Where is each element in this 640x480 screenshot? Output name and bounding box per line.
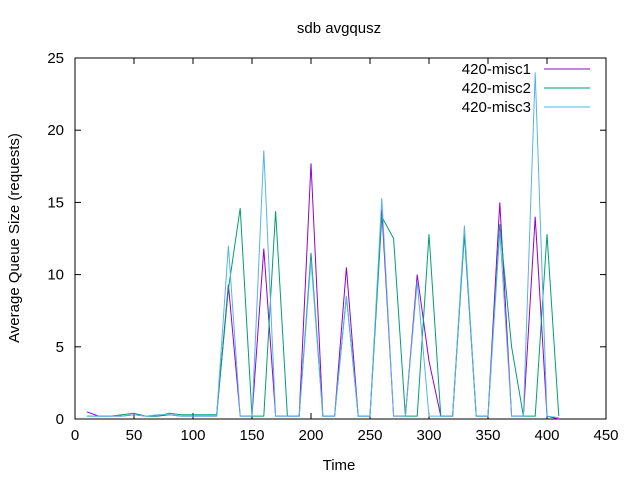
x-tick-label: 450	[593, 427, 618, 444]
series-line-2	[86, 208, 560, 417]
x-tick-label: 250	[357, 427, 382, 444]
x-tick-label: 350	[475, 427, 500, 444]
legend-label: 420-misc2	[462, 80, 531, 97]
x-tick-label: 400	[534, 427, 559, 444]
y-axis-label: Average Queue Size (requests)	[6, 133, 23, 343]
x-tick-label: 50	[126, 427, 143, 444]
legend: 420-misc1 420-misc2 420-misc3	[462, 61, 590, 116]
y-tick-label: 10	[47, 267, 64, 284]
y-tick-label: 0	[56, 411, 64, 428]
y-tick-label: 5	[56, 339, 64, 356]
legend-label: 420-misc3	[462, 99, 531, 116]
y-tick-label: 15	[47, 194, 64, 211]
plot-frame	[74, 57, 607, 420]
series-line-3	[86, 72, 559, 419]
y-tick-label: 20	[47, 122, 64, 139]
x-tick-label: 200	[298, 427, 323, 444]
y-axis: 0 5 10 15 20 25	[47, 50, 606, 428]
x-tick-label: 100	[180, 427, 205, 444]
x-tick-label: 150	[239, 427, 264, 444]
y-tick-label: 25	[47, 50, 64, 67]
series-lines	[86, 72, 560, 420]
series-line-1	[86, 163, 559, 420]
legend-label: 420-misc1	[462, 61, 531, 78]
chart-title: sdb avgqusz	[297, 20, 381, 37]
x-tick-label: 300	[416, 427, 441, 444]
x-axis-label: Time	[323, 457, 356, 474]
x-tick-label: 0	[71, 427, 79, 444]
